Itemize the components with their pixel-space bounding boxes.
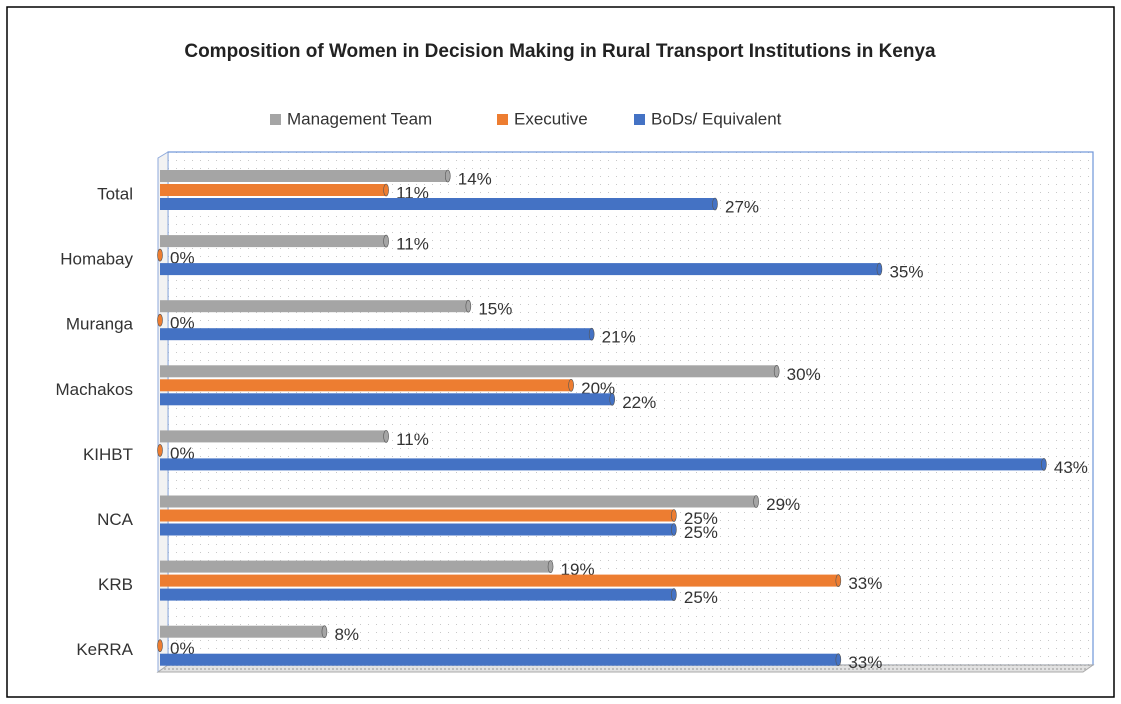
bar — [160, 379, 572, 392]
legend-label: Executive — [514, 109, 588, 128]
data-label: 0% — [170, 314, 195, 333]
bar — [160, 198, 715, 210]
data-label: 25% — [684, 509, 718, 528]
data-label: 35% — [889, 263, 923, 282]
data-label: 14% — [458, 169, 492, 188]
bar-cap — [773, 364, 780, 378]
legend-label: Management Team — [287, 109, 432, 128]
data-label: 11% — [396, 430, 429, 449]
bar — [160, 625, 325, 638]
floor — [156, 664, 1095, 673]
legend-swatch — [497, 114, 508, 125]
data-label: 20% — [581, 379, 615, 398]
data-label: 19% — [561, 560, 595, 579]
data-label: 33% — [848, 653, 882, 672]
bar-cap — [157, 248, 163, 262]
bar-cap — [609, 392, 616, 406]
data-label: 25% — [684, 588, 718, 607]
y-tick-label: Homabay — [60, 250, 133, 269]
bar-cap — [671, 509, 677, 522]
legend-swatch — [634, 114, 645, 125]
bar — [160, 170, 448, 182]
bar — [160, 365, 777, 378]
data-label: 33% — [848, 574, 882, 593]
bar-cap — [588, 327, 595, 341]
bar-cap — [753, 495, 759, 508]
bar — [160, 509, 674, 522]
bar — [160, 235, 387, 248]
bar-cap — [321, 625, 328, 639]
bar — [160, 560, 551, 573]
y-tick-label: KRB — [98, 575, 133, 594]
bar — [160, 328, 592, 341]
data-label: 30% — [787, 365, 821, 384]
y-tick-label: KIHBT — [83, 445, 133, 464]
bar — [160, 574, 839, 587]
bar-cap — [383, 430, 389, 443]
bar-cap — [712, 197, 718, 211]
data-label: 0% — [170, 639, 195, 658]
bar-cap — [671, 523, 677, 536]
bar — [160, 263, 880, 276]
bar-cap — [157, 639, 163, 653]
bar — [160, 393, 613, 406]
bar-cap — [465, 299, 472, 313]
y-tick-label: Muranga — [66, 315, 134, 334]
bar — [160, 523, 674, 536]
data-label: 11% — [396, 183, 429, 202]
data-label: 22% — [622, 393, 656, 412]
data-label: 27% — [725, 197, 759, 216]
bar-cap — [835, 653, 842, 667]
bar-cap — [157, 313, 163, 327]
bar-cap — [383, 183, 389, 197]
bar-cap — [876, 262, 883, 276]
bar — [160, 495, 757, 508]
bar-cap — [444, 169, 451, 183]
outer-border — [6, 6, 1115, 698]
bar-cap — [547, 560, 554, 573]
data-label: 25% — [684, 523, 718, 542]
bar-cap — [671, 588, 677, 601]
bar-cap — [157, 444, 163, 457]
bar — [160, 300, 469, 313]
data-label: 43% — [1054, 458, 1088, 477]
data-label: 0% — [170, 444, 195, 463]
y-tick-label: NCA — [97, 510, 134, 529]
legend-label: BoDs/ Equivalent — [651, 109, 782, 128]
data-label: 29% — [766, 495, 800, 514]
bar — [160, 184, 387, 196]
bar-cap — [568, 378, 574, 392]
bar — [160, 653, 839, 666]
data-label: 0% — [170, 249, 195, 268]
data-label: 11% — [396, 235, 429, 254]
data-label: 21% — [602, 328, 636, 347]
data-label: 8% — [334, 625, 359, 644]
bar-cap — [835, 574, 842, 587]
bar — [160, 458, 1044, 471]
bar-cap — [1041, 458, 1047, 471]
y-tick-label: KeRRA — [76, 640, 133, 659]
y-tick-label: Machakos — [56, 380, 133, 399]
bar-cap — [383, 234, 389, 248]
bar — [160, 430, 387, 443]
y-tick-label: Total — [97, 184, 133, 203]
chart-title: Composition of Women in Decision Making … — [184, 41, 936, 62]
bar — [160, 588, 674, 601]
data-label: 15% — [478, 300, 512, 319]
legend-swatch — [270, 114, 281, 125]
